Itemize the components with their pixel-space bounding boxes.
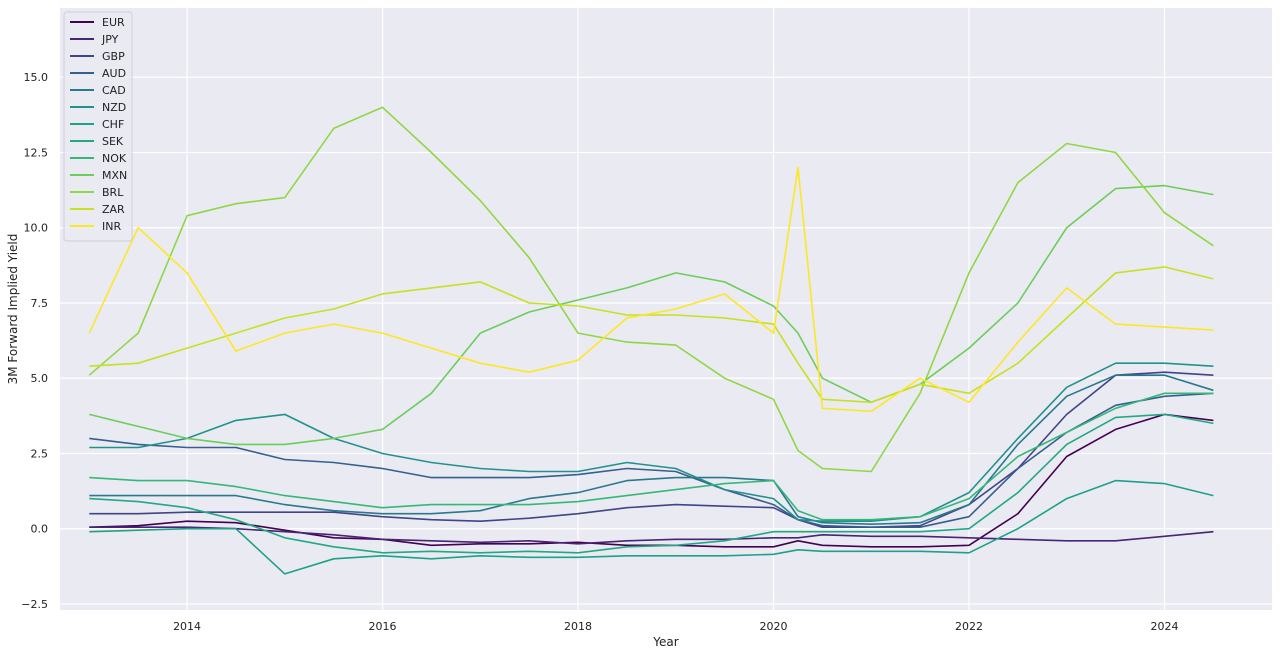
y-tick-labels: −2.5 0.0 2.5 5.0 7.5 10.0 12.5 15.0 <box>21 71 48 611</box>
legend-frame <box>63 11 133 242</box>
y-tick-label: 10.0 <box>24 222 49 235</box>
x-tick-label: 2024 <box>1150 620 1178 633</box>
legend-label: GBP <box>102 50 125 63</box>
x-tick-label: 2014 <box>173 620 201 633</box>
y-tick-label: 7.5 <box>31 297 49 310</box>
legend-label: BRL <box>102 186 124 199</box>
y-tick-label: 2.5 <box>31 447 49 460</box>
legend-label: NZD <box>102 101 126 114</box>
legend-label: ZAR <box>102 203 125 216</box>
y-tick-label: −2.5 <box>21 598 48 611</box>
x-tick-label: 2020 <box>760 620 788 633</box>
series-line-brl <box>88 106 1214 473</box>
legend-label: JPY <box>101 33 119 46</box>
y-axis-label: 3M Forward Implied Yield <box>6 234 20 385</box>
series-line-aud <box>89 392 1214 529</box>
x-tick-label: 2022 <box>955 620 983 633</box>
legend-label: EUR <box>102 16 125 29</box>
series-line-jpy <box>89 526 1214 545</box>
series-line-chf <box>89 479 1214 575</box>
legend-label: CHF <box>102 118 124 131</box>
grid-lines <box>60 8 1272 610</box>
y-tick-label: 15.0 <box>24 71 49 84</box>
x-tick-label: 2016 <box>369 620 397 633</box>
series-line-mxn <box>89 184 1214 446</box>
legend: EUR JPY GBP AUD CAD NZD CHF SEK NOK MXN BRL ZAR INR <box>63 11 133 242</box>
y-tick-label: 5.0 <box>31 372 49 385</box>
x-axis-label: Year <box>652 635 678 649</box>
legend-label: MXN <box>102 169 127 182</box>
series-line-inr <box>88 166 1214 413</box>
y-tick-label: 0.0 <box>31 523 49 536</box>
legend-label: AUD <box>102 67 126 80</box>
x-tick-label: 2018 <box>564 620 592 633</box>
legend-label: CAD <box>102 84 126 97</box>
series-line-cad <box>89 374 1214 526</box>
legend-label: NOK <box>102 152 127 165</box>
plot-background <box>60 8 1272 610</box>
series-line-nzd <box>89 362 1214 523</box>
series-lines <box>88 106 1214 575</box>
legend-label: INR <box>102 220 121 233</box>
x-tick-labels: 2014 2016 2018 2020 2022 2024 <box>173 620 1178 633</box>
series-line-nok <box>89 392 1214 521</box>
series-line-zar <box>89 266 1214 404</box>
legend-label: SEK <box>102 135 124 148</box>
series-line-sek <box>89 413 1214 554</box>
y-tick-label: 12.5 <box>24 146 49 159</box>
